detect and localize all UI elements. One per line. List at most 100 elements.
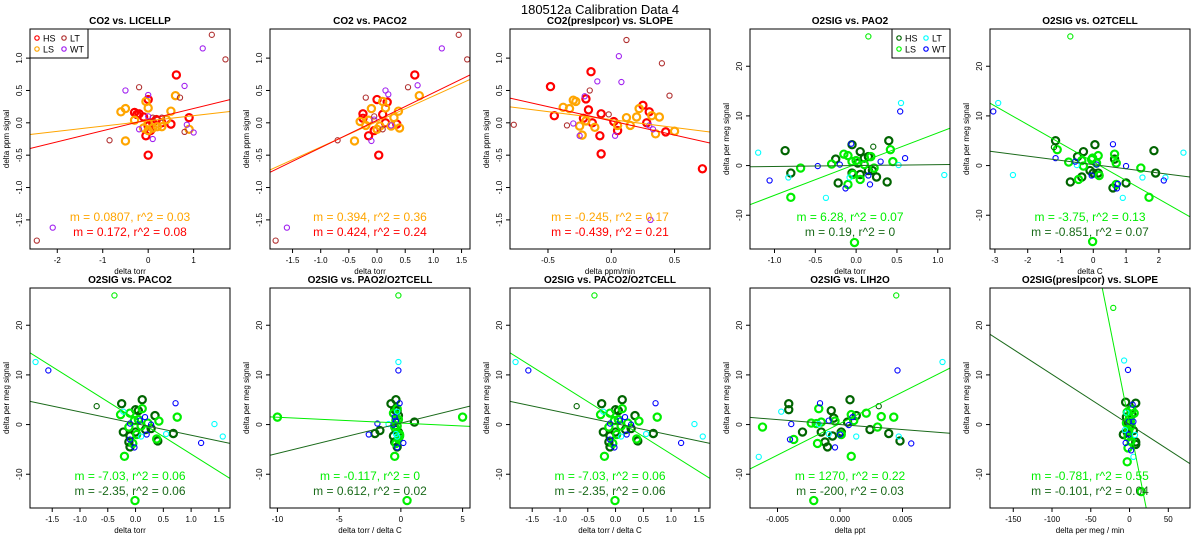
data-point-hs — [375, 425, 385, 436]
fit-line-2 — [990, 333, 1190, 465]
x-tick-label: -0.5 — [541, 256, 555, 265]
y-axis-label: delta ppm signal — [242, 110, 251, 168]
legend-marker — [61, 46, 67, 52]
data-point-lt — [666, 92, 673, 99]
data-point-hs — [1131, 398, 1141, 408]
data-point-wt — [836, 431, 844, 438]
fit-line-2 — [270, 74, 470, 173]
data-point-hs — [617, 395, 627, 405]
x-tick-label: 0 — [146, 256, 151, 265]
y-tick-label: 20 — [495, 320, 504, 329]
data-point-ls — [577, 130, 587, 140]
data-point-ls — [172, 412, 182, 422]
data-point-lt — [895, 433, 902, 440]
data-point-ls — [380, 103, 391, 113]
data-point-wt — [400, 439, 407, 447]
y-tick-label: 0 — [975, 422, 984, 427]
data-point-hs — [1065, 177, 1076, 187]
x-tick-label: -1.0 — [73, 515, 87, 524]
data-point-wt — [143, 431, 150, 438]
data-point-wt — [438, 45, 445, 52]
data-point-lt — [208, 31, 215, 38]
x-tick-label: 0.005 — [892, 515, 913, 524]
data-point-wt — [842, 185, 849, 192]
data-point-lt — [691, 420, 698, 428]
data-point-hs — [833, 178, 843, 188]
x-tick-label: 0.5 — [638, 515, 650, 524]
data-point-hs — [363, 131, 374, 141]
x-tick-label: -0.5 — [101, 515, 115, 524]
x-tick-label: 1 — [191, 256, 196, 265]
data-point-wt — [183, 121, 190, 128]
y-tick-label: -10 — [975, 468, 984, 480]
x-tick-label: -100 — [1044, 515, 1061, 524]
data-point-ls — [795, 163, 806, 173]
fit-annotation: m = -0.117, r^2 = 0 — [320, 469, 420, 483]
y-tick-label: -10 — [975, 209, 984, 221]
data-point-lt — [464, 56, 470, 63]
data-point-ls — [631, 434, 642, 444]
data-point-wt — [1122, 162, 1130, 170]
data-point-ls — [1122, 457, 1132, 467]
x-tick-label: 0.0 — [130, 515, 142, 524]
y-axis-label: delta per meg signal — [962, 362, 971, 434]
data-point-hs — [827, 431, 838, 441]
y-tick-label: 0.0 — [255, 117, 264, 129]
y-tick-label: 0.5 — [15, 84, 24, 96]
data-point-ls — [861, 408, 871, 418]
data-point-ls-outlier — [893, 292, 900, 299]
data-point-lt — [623, 36, 630, 44]
fit-annotation: m = -7.03, r^2 = 0.06 — [554, 469, 665, 483]
data-point-wt — [1160, 177, 1167, 184]
data-point-hs — [855, 146, 865, 157]
x-axis-label: delta torr / delta C — [338, 526, 402, 535]
plot-frame — [509, 287, 711, 509]
y-tick-label: 10 — [495, 370, 504, 379]
y-tick-label: 10 — [255, 370, 264, 379]
x-tick-label: -3 — [991, 256, 999, 265]
data-point-wt — [901, 154, 909, 162]
data-point-lt — [846, 174, 853, 181]
data-point-lt — [272, 237, 279, 244]
panel-3: CO2(preslpcor) vs. SLOPE -0.5 0.0 0.5 -1.5 -1… — [482, 16, 711, 276]
data-point-wt — [646, 122, 653, 129]
data-point-ls-outlier — [591, 292, 598, 299]
data-point-wt — [141, 413, 149, 421]
data-point-hs — [845, 395, 855, 405]
plot-frame — [989, 287, 1191, 509]
data-point-ls — [888, 156, 898, 167]
data-point-ls — [814, 403, 824, 414]
data-point-wt — [652, 400, 659, 407]
x-axis-label: delta torr / delta C — [578, 526, 642, 535]
x-tick-label: 0.5 — [400, 256, 412, 265]
y-tick-label: 0 — [975, 163, 984, 168]
y-tick-label: 20 — [735, 61, 744, 70]
fit-annotation: m = -3.75, r^2 = 0.13 — [1034, 210, 1145, 224]
data-point-ls — [806, 418, 816, 428]
panel-title: O2SIG vs. PACO2/O2TCELL — [544, 275, 676, 286]
data-point-ls — [151, 434, 162, 444]
points-layer — [750, 33, 950, 248]
data-point-hs — [583, 105, 594, 115]
data-point-wt — [283, 224, 291, 231]
data-point-wt — [135, 126, 143, 133]
data-point-ls — [154, 416, 164, 426]
fit-annotation: m = -200, r^2 = 0.03 — [796, 484, 904, 498]
legend-marker — [61, 35, 67, 41]
data-point-hs — [596, 399, 607, 409]
data-point-ls — [130, 495, 140, 506]
y-tick-label: 20 — [975, 61, 984, 70]
plot-frame — [509, 28, 711, 250]
plot-frame — [269, 287, 471, 509]
panel-6: O2SIG vs. PACO2 -1.5 -1.0 -0.5 0.0 0.5 1.0 1.5 -… — [2, 275, 231, 535]
points-layer — [30, 31, 230, 244]
plot-frame — [749, 28, 951, 250]
data-point-ls — [1087, 236, 1098, 247]
data-point-wt — [1124, 366, 1132, 374]
data-point-hs — [143, 121, 153, 131]
y-tick-label: 1.0 — [255, 52, 264, 64]
data-point-hs — [884, 428, 894, 439]
y-tick-label: 0 — [255, 422, 264, 427]
data-point-lt — [1180, 149, 1187, 156]
legend: HS LT LS WT — [891, 28, 951, 59]
